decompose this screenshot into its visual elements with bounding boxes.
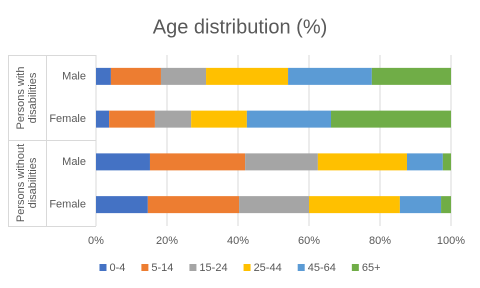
bar-segment (160, 67, 207, 85)
bar-segment (441, 196, 451, 214)
category-frame (8, 55, 96, 227)
bar-segment (149, 153, 246, 171)
bar-segment (288, 67, 372, 85)
bar-segment (239, 196, 309, 214)
y-tick-label: Male (62, 70, 86, 82)
legend-swatch (189, 264, 197, 271)
bar-segment (96, 110, 110, 128)
x-tick-label: 60% (298, 235, 320, 247)
x-tick-label: 0% (88, 235, 104, 247)
legend-label: 0-4 (109, 262, 125, 274)
bar-segment (191, 110, 247, 128)
bar-segment (206, 67, 289, 85)
legend-label: 15-24 (199, 262, 227, 274)
group-label: Persons with disabilities (15, 66, 39, 130)
chart-title: Age distribution (%) (153, 16, 328, 38)
x-tick-label: 20% (156, 235, 178, 247)
bar-segment (406, 153, 443, 171)
x-tick-label: 80% (369, 235, 391, 247)
legend-label: 5-14 (151, 262, 173, 274)
y-tick-label: Female (49, 199, 86, 211)
legend-label: 65+ (362, 262, 381, 274)
legend-label: 45-64 (308, 262, 336, 274)
bar-segment (371, 67, 451, 85)
bar-segment (246, 110, 332, 128)
bar-segment (399, 196, 442, 214)
legend-swatch (351, 264, 359, 271)
bar-segment (317, 153, 407, 171)
bar-segment (110, 67, 161, 85)
bar-segment (442, 153, 451, 171)
x-tick-label: 100% (437, 235, 465, 247)
bar-segment (96, 153, 150, 171)
legend-swatch (297, 264, 305, 271)
bar-segment (109, 110, 155, 128)
legend-swatch (141, 264, 149, 271)
bar-segment (245, 153, 318, 171)
bar-segment (331, 110, 451, 128)
legend-swatch (243, 264, 251, 271)
bar-segment (96, 67, 111, 85)
bar-segment (96, 196, 148, 214)
bar-segment (309, 196, 400, 214)
y-tick-label: Female (49, 113, 86, 125)
y-tick-label: Male (62, 156, 86, 168)
legend-label: 25-44 (254, 262, 282, 274)
x-tick-label: 40% (227, 235, 249, 247)
legend-swatch (99, 264, 107, 271)
bar-segment (154, 110, 192, 128)
bar-segment (147, 196, 240, 214)
group-label: Persons without disabilities (15, 144, 39, 223)
